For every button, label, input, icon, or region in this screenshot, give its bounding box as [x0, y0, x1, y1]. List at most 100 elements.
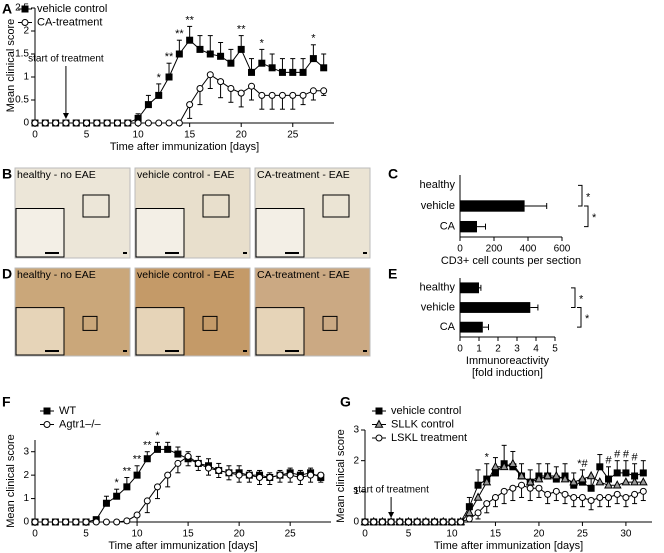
marker: [175, 119, 183, 127]
bracket: [584, 205, 589, 228]
marker: [237, 45, 245, 53]
marker: [482, 477, 492, 486]
y-tick-label: 1.5: [15, 49, 29, 60]
significance: *: [579, 294, 584, 306]
legend-marker: [43, 421, 51, 428]
significance: **: [123, 465, 132, 477]
roi-box: [202, 315, 218, 331]
inset: [135, 208, 185, 258]
marker: [552, 487, 560, 495]
marker: [102, 499, 110, 507]
marker: [144, 119, 152, 127]
category-label: healthy: [420, 282, 456, 294]
y-tick-label: 0.5: [15, 95, 29, 106]
x-tick-label: 10: [133, 130, 145, 141]
x-tick-label: 5: [83, 529, 89, 540]
marker: [473, 492, 483, 501]
marker: [186, 101, 194, 109]
significance: #: [614, 449, 621, 461]
marker: [296, 473, 304, 481]
significance: *: [311, 33, 316, 45]
x-tick-label: 5: [84, 130, 90, 141]
y-tick-label: 3: [353, 425, 359, 436]
marker: [62, 119, 70, 127]
significance: *: [592, 212, 597, 224]
marker: [465, 515, 473, 523]
x-tick-label: 15: [183, 529, 195, 540]
marker: [638, 477, 648, 486]
marker: [578, 493, 586, 501]
marker: [268, 64, 276, 72]
marker: [174, 459, 182, 467]
image-caption: CA-treatment - EAE: [257, 169, 350, 181]
marker: [569, 477, 579, 486]
marker: [544, 490, 552, 498]
y-tick-label: 0: [23, 118, 29, 129]
legend-label: vehicle control: [391, 405, 461, 417]
marker: [143, 497, 151, 505]
marker: [52, 119, 60, 127]
marker: [622, 493, 630, 501]
marker: [317, 471, 325, 479]
marker: [535, 484, 543, 492]
marker: [256, 473, 264, 481]
marker: [278, 68, 286, 76]
panel-letter: G: [340, 394, 351, 410]
x-tick-label: 25: [287, 130, 299, 141]
marker: [508, 458, 518, 468]
marker: [93, 119, 101, 127]
marker: [206, 50, 214, 58]
marker: [82, 518, 90, 526]
marker: [113, 518, 121, 526]
marker: [491, 493, 499, 501]
marker: [174, 450, 182, 458]
panel-letter: F: [2, 394, 11, 410]
marker: [370, 518, 378, 526]
marker: [448, 518, 456, 526]
significance: #: [632, 452, 639, 464]
marker: [248, 82, 256, 90]
marker: [31, 518, 39, 526]
x-axis-label: Time after immunization [days]: [108, 540, 257, 552]
x-axis-label: Immunoreactivity: [466, 355, 550, 367]
marker: [320, 87, 328, 95]
series-line: [35, 74, 324, 124]
marker: [518, 481, 526, 489]
marker: [483, 500, 491, 508]
marker: [227, 85, 235, 92]
marker: [196, 85, 204, 92]
marker: [404, 518, 412, 526]
marker: [587, 484, 595, 492]
x-tick-label: 0: [32, 529, 38, 540]
marker: [164, 445, 172, 453]
marker: [605, 493, 613, 501]
significance: **: [237, 24, 246, 36]
marker: [237, 89, 245, 97]
marker: [102, 518, 110, 526]
marker: [165, 73, 173, 81]
marker: [378, 518, 386, 526]
arrow-head: [388, 512, 395, 518]
bar: [460, 200, 525, 212]
marker: [289, 68, 297, 76]
roi-box: [322, 315, 338, 331]
bar: [460, 220, 477, 233]
y-tick-label: 0: [23, 517, 29, 528]
significance: **: [143, 440, 152, 452]
x-tick-label: 5: [552, 344, 558, 355]
roi-box: [82, 194, 110, 218]
marker: [309, 55, 317, 63]
significance: #: [623, 449, 630, 461]
bracket: [578, 184, 583, 207]
image-caption: healthy - no EAE: [17, 169, 96, 181]
marker: [123, 483, 131, 491]
marker: [526, 484, 534, 492]
roi-box: [322, 194, 350, 218]
marker: [639, 469, 647, 477]
marker: [258, 59, 266, 67]
x-tick-label: 600: [554, 244, 571, 255]
x-tick-label: 200: [486, 244, 503, 255]
x-tick-label: 5: [406, 529, 412, 540]
marker: [268, 91, 276, 99]
marker: [595, 477, 605, 486]
